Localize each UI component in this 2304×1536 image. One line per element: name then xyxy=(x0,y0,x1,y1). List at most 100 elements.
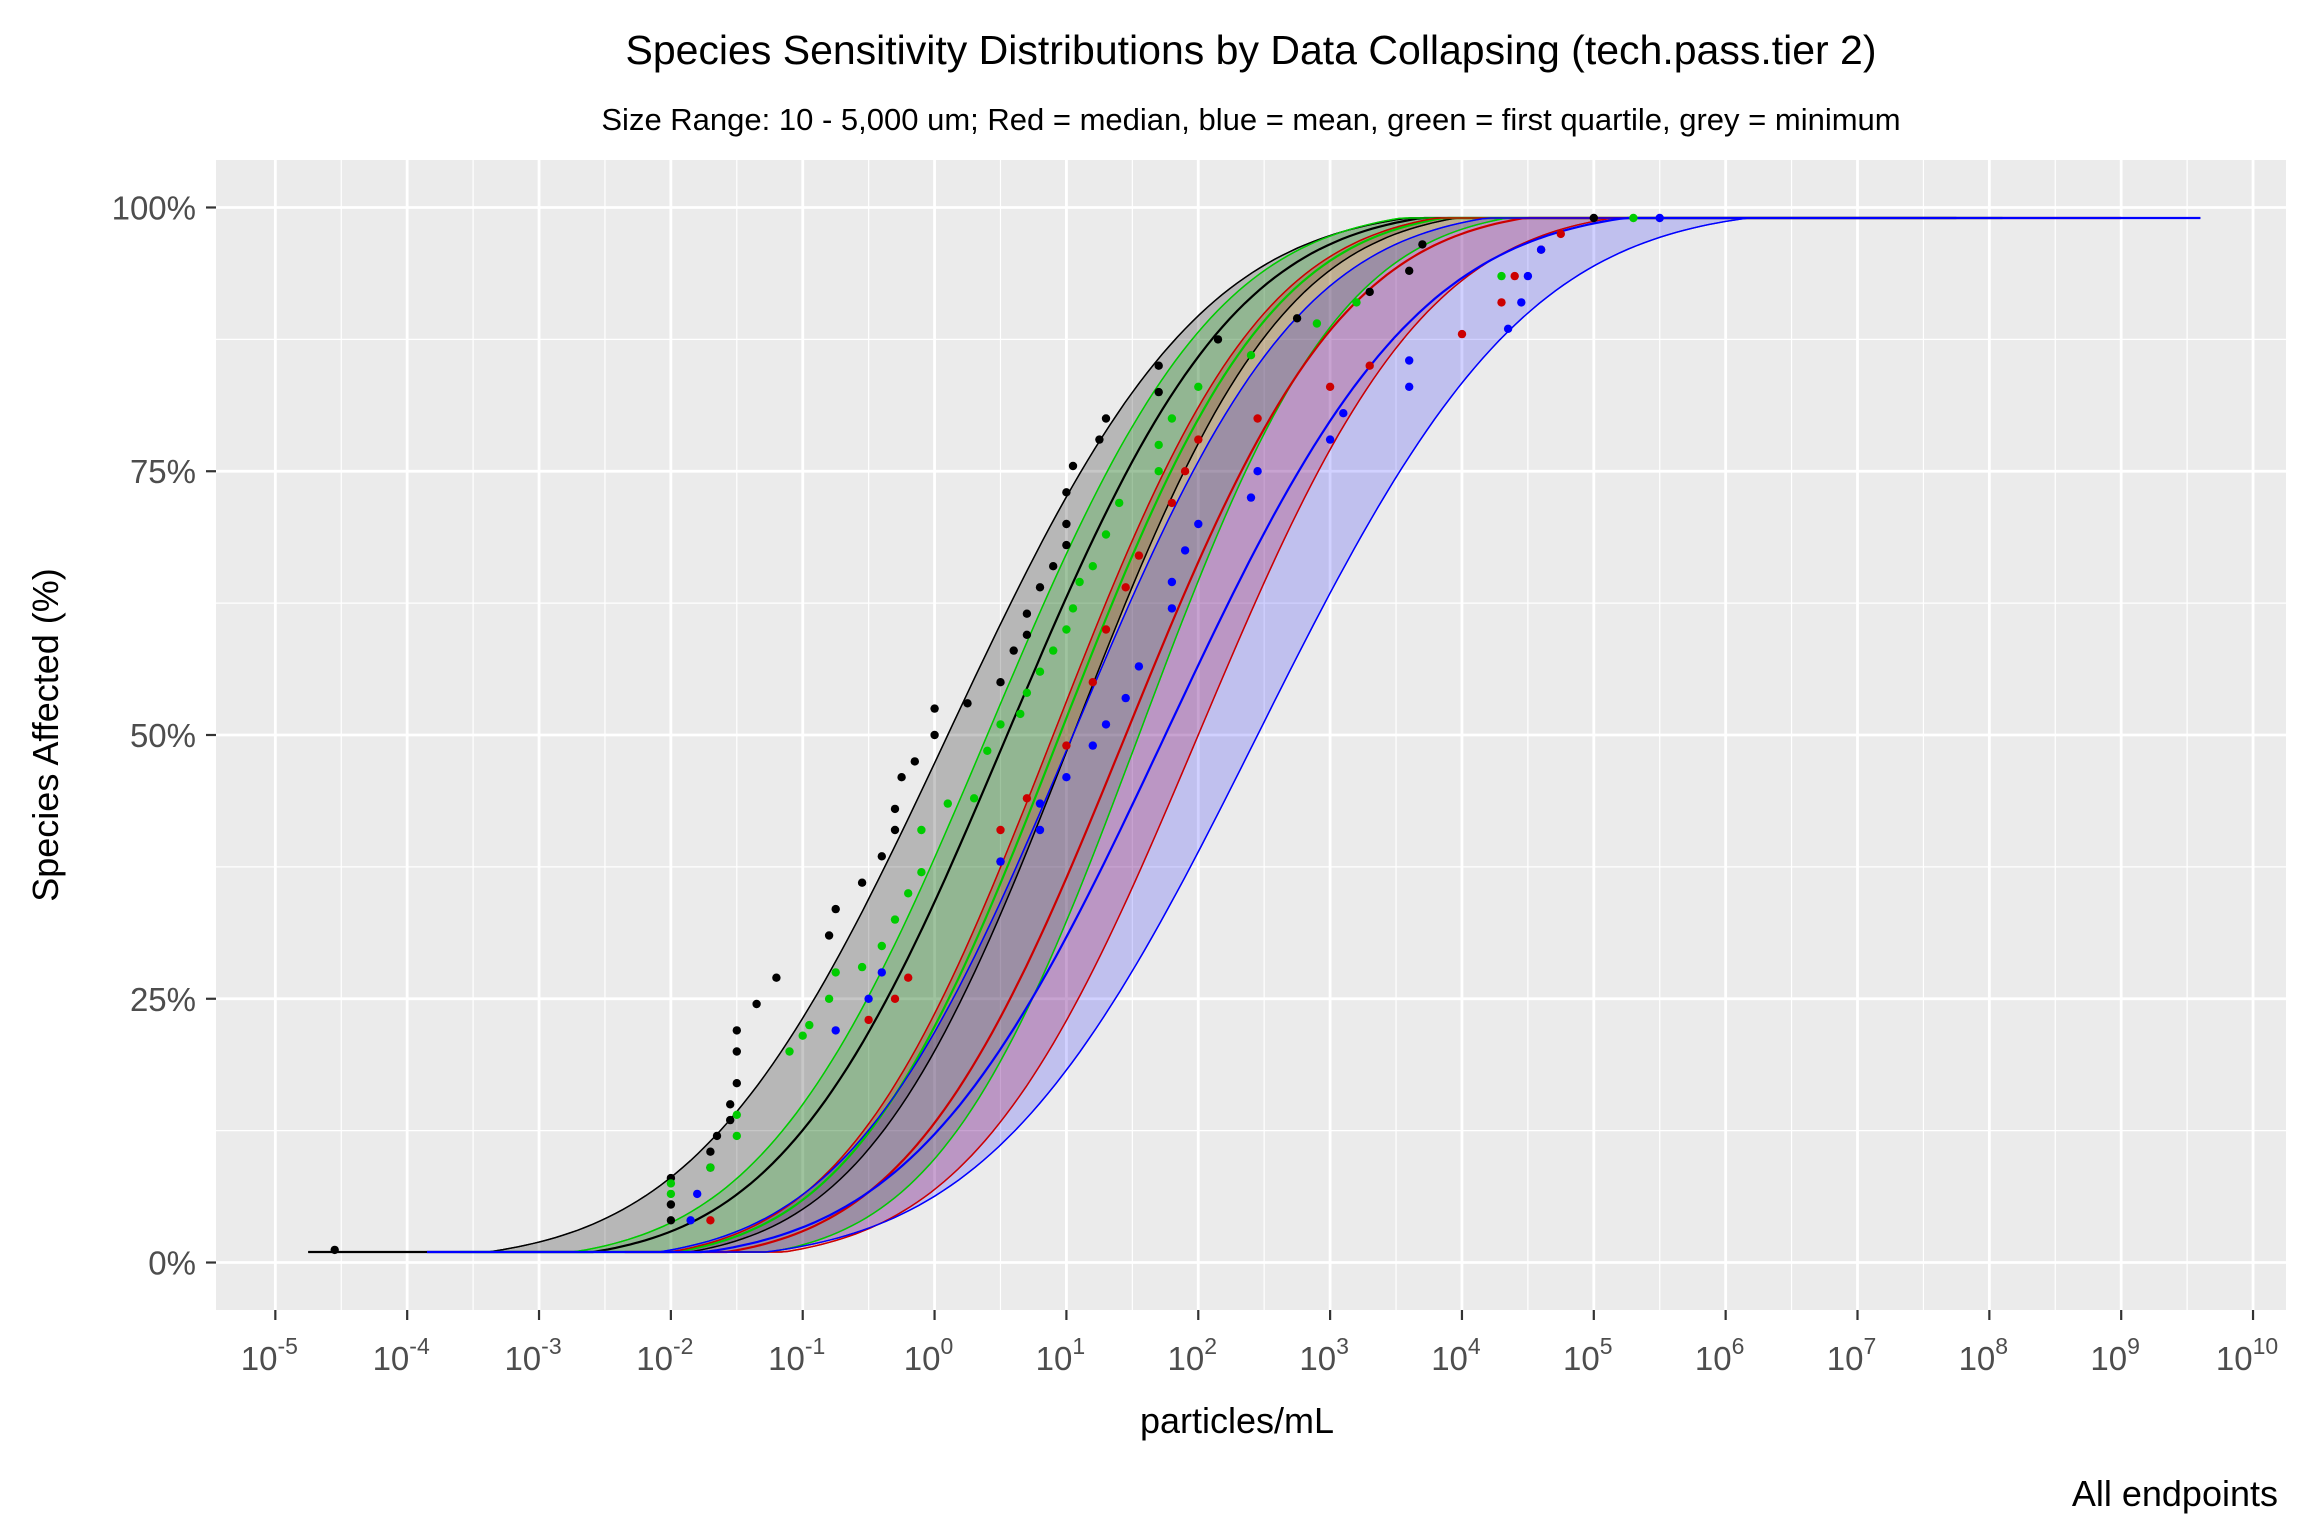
data-point-first_quartile xyxy=(917,868,926,877)
data-point-minimum xyxy=(890,825,900,835)
data-point-first_quartile xyxy=(969,794,979,803)
data-point-median xyxy=(1180,467,1190,476)
data-point-minimum xyxy=(1418,240,1427,249)
data-point-first_quartile xyxy=(805,1020,814,1030)
x-tick-label: 10-2 xyxy=(636,1333,693,1377)
data-point-mean xyxy=(1167,604,1177,613)
data-point-median xyxy=(996,825,1005,835)
data-point-minimum xyxy=(1154,387,1163,397)
grid-major xyxy=(216,160,2286,1310)
x-tick-label: 101 xyxy=(1036,1333,1086,1377)
fit-line-mean xyxy=(427,217,2201,1253)
data-point-mean xyxy=(1655,213,1664,223)
y-tick-label: 0% xyxy=(148,1245,196,1282)
x-axis-title: particles/mL xyxy=(1140,1400,1334,1441)
data-point-minimum xyxy=(712,1131,722,1141)
data-point-minimum xyxy=(831,904,840,914)
data-point-mean xyxy=(996,857,1005,866)
data-point-minimum xyxy=(732,1026,741,1035)
x-tick-label: 105 xyxy=(1563,1333,1613,1377)
data-point-median xyxy=(1167,498,1177,508)
data-point-mean xyxy=(864,994,873,1003)
data-point-minimum xyxy=(666,1200,676,1209)
data-point-first_quartile xyxy=(1016,709,1025,719)
data-point-median xyxy=(1022,794,1032,803)
data-point-first_quartile xyxy=(666,1189,676,1199)
data-point-minimum xyxy=(1292,314,1302,323)
data-point-first_quartile xyxy=(824,994,834,1003)
data-point-minimum xyxy=(1035,583,1045,592)
data-point-mean xyxy=(693,1189,702,1199)
data-point-minimum xyxy=(732,1047,741,1056)
data-point-median xyxy=(1134,551,1144,560)
x-tick-label: 1010 xyxy=(2216,1333,2278,1377)
data-point-median xyxy=(1497,298,1506,307)
x-tick-label: 100 xyxy=(904,1333,954,1377)
data-point-median xyxy=(706,1216,715,1225)
x-tick-label: 109 xyxy=(2090,1333,2140,1377)
y-axis: 0% 25% 50% 75% 100% xyxy=(112,189,216,1282)
data-point-minimum xyxy=(1589,213,1599,223)
chart-title: Species Sensitivity Distributions by Dat… xyxy=(625,27,1876,73)
data-point-minimum xyxy=(1022,630,1032,639)
data-point-median xyxy=(1062,741,1071,750)
x-axis: 10-5 10-4 10-3 10-2 10-1 100 101 102 103 104 105 10… xyxy=(241,1310,2278,1377)
y-tick-label: 75% xyxy=(130,453,196,490)
data-point-first_quartile xyxy=(798,1031,807,1040)
data-point-mean xyxy=(1536,245,1546,254)
data-point-minimum xyxy=(897,773,906,782)
data-point-mean xyxy=(1121,693,1130,703)
x-tick-label: 102 xyxy=(1168,1333,1218,1377)
data-point-mean xyxy=(1035,825,1045,835)
data-point-minimum xyxy=(890,804,900,814)
data-point-minimum xyxy=(1062,519,1071,529)
data-point-minimum xyxy=(1154,361,1163,370)
y-tick-label: 100% xyxy=(112,189,196,226)
data-point-first_quartile xyxy=(785,1047,794,1056)
data-point-mean xyxy=(1194,519,1203,529)
x-tick-label: 107 xyxy=(1827,1333,1877,1377)
data-point-minimum xyxy=(930,704,939,713)
data-point-first_quartile xyxy=(890,915,900,924)
data-point-minimum xyxy=(772,973,781,982)
data-point-first_quartile xyxy=(1246,351,1256,360)
data-point-mean xyxy=(1517,298,1526,307)
data-point-median xyxy=(1457,329,1467,339)
data-point-mean xyxy=(1253,467,1262,476)
data-point-minimum xyxy=(1062,540,1071,550)
data-point-minimum xyxy=(706,1147,715,1156)
data-point-minimum xyxy=(1365,287,1374,297)
data-point-first_quartile xyxy=(917,825,926,835)
data-point-mean xyxy=(1246,493,1256,502)
data-point-first_quartile xyxy=(1062,625,1071,634)
data-point-median xyxy=(1121,583,1130,592)
chart-caption: All endpoints xyxy=(2072,1473,2278,1514)
data-point-first_quartile xyxy=(732,1131,741,1141)
data-point-first_quartile xyxy=(1154,467,1163,476)
data-point-mean xyxy=(1088,741,1098,750)
data-point-first_quartile xyxy=(1194,382,1203,391)
data-point-minimum xyxy=(330,1245,339,1255)
data-point-minimum xyxy=(1022,609,1032,618)
data-point-median xyxy=(1365,361,1374,370)
fit-lines xyxy=(308,216,2201,1254)
data-point-minimum xyxy=(726,1100,735,1109)
data-point-first_quartile xyxy=(706,1163,715,1172)
data-point-first_quartile xyxy=(1068,604,1078,613)
data-point-median xyxy=(904,973,913,982)
data-point-mean xyxy=(1035,799,1045,808)
data-point-median xyxy=(1556,229,1566,239)
data-point-minimum xyxy=(1049,562,1058,571)
data-point-mean xyxy=(1325,435,1335,444)
x-tick-label: 106 xyxy=(1695,1333,1745,1377)
data-point-first_quartile xyxy=(732,1110,741,1120)
data-point-first_quartile xyxy=(857,962,867,972)
data-point-first_quartile xyxy=(1101,530,1111,539)
data-point-mean xyxy=(1339,409,1348,418)
x-tick-label: 104 xyxy=(1431,1333,1481,1377)
data-point-first_quartile xyxy=(983,746,992,755)
data-point-minimum xyxy=(1405,266,1414,275)
data-point-minimum xyxy=(1095,435,1104,444)
data-point-mean xyxy=(831,1026,840,1035)
